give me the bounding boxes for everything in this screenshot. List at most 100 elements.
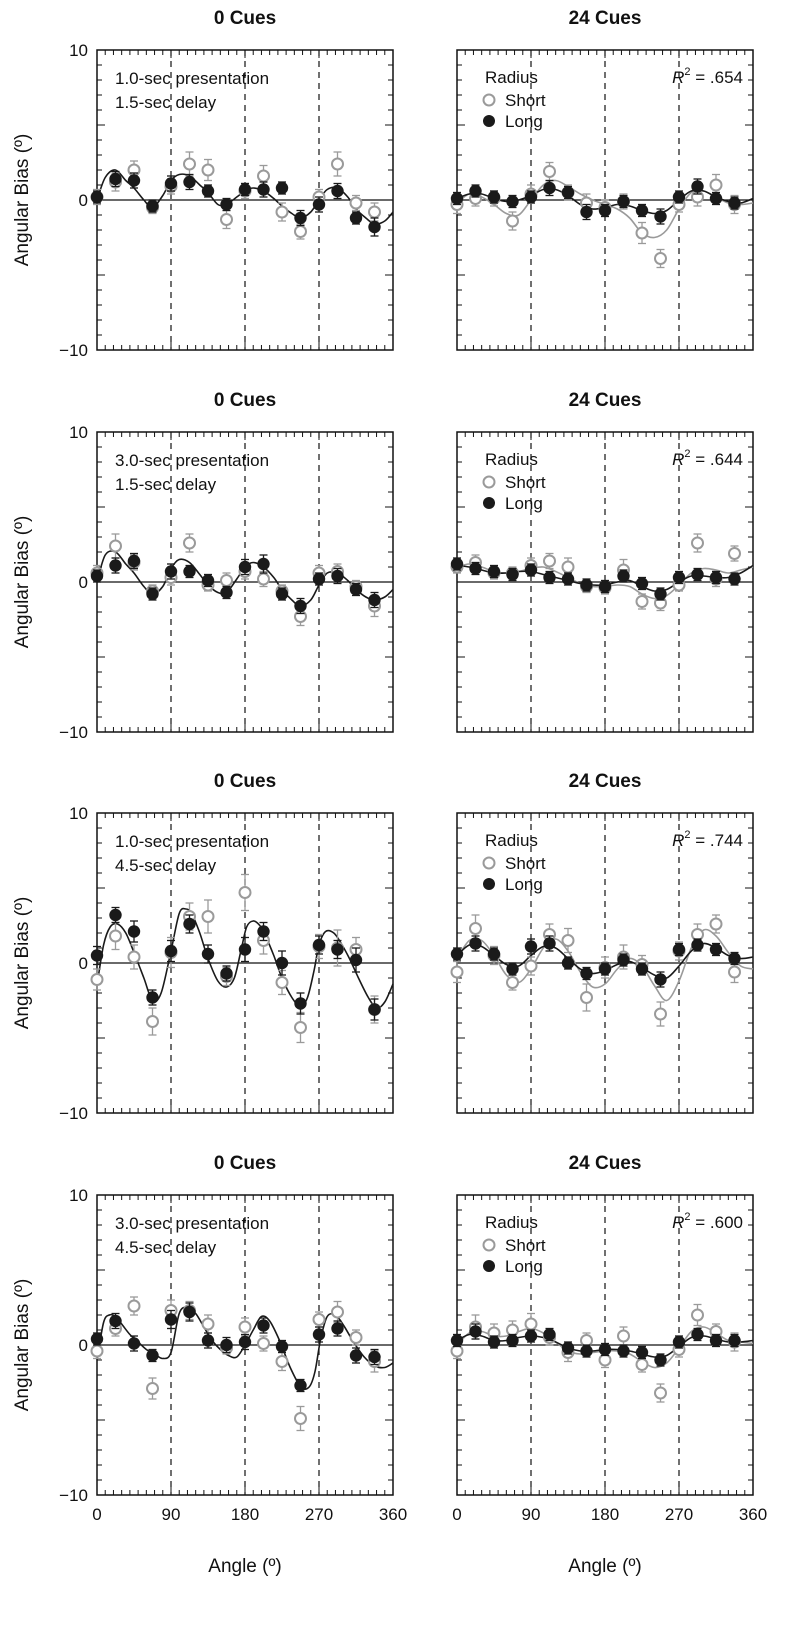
data-point-long <box>580 967 593 980</box>
data-point-short <box>201 910 215 923</box>
data-point-long <box>543 181 556 195</box>
data-point-long <box>109 1314 122 1328</box>
legend-label-long: Long <box>505 1257 543 1276</box>
data-point-short <box>127 1299 141 1313</box>
legend-label-long: Long <box>505 494 543 513</box>
data-point-short <box>469 922 482 935</box>
data-point-long <box>506 1334 519 1347</box>
chart-title: 24 Cues <box>569 390 642 411</box>
data-point-long <box>672 190 686 204</box>
data-point-long <box>654 973 667 986</box>
data-point-long <box>524 563 538 577</box>
chart-title: 24 Cues <box>569 1153 642 1174</box>
data-point-long <box>598 1343 612 1356</box>
y-tick-label: 10 <box>69 804 88 823</box>
data-point-short <box>220 574 233 587</box>
legend-title: Radius <box>485 831 538 850</box>
chart-panel-5: 0 Cues 10 0 −10 Angular Bias (º) 1.0-sec pres… <box>12 771 394 1123</box>
data-point-long <box>201 574 215 587</box>
data-point-long <box>368 220 381 234</box>
data-point-long <box>312 938 326 952</box>
chart-title: 0 Cues <box>214 8 276 29</box>
legend-label-long: Long <box>505 112 543 131</box>
data-point-long <box>469 184 482 198</box>
y-tick-label: 0 <box>79 191 88 210</box>
y-tick-label: −10 <box>59 341 88 360</box>
data-point-long <box>598 962 612 976</box>
data-point-long <box>691 938 704 952</box>
data-point-long <box>368 1003 381 1016</box>
y-axis-label: Angular Bias (º) <box>12 516 33 649</box>
data-point-long <box>728 952 741 965</box>
data-point-long <box>506 568 519 581</box>
data-point-long <box>617 569 630 583</box>
x-tick-label: 90 <box>522 1505 541 1524</box>
data-point-short <box>127 950 141 964</box>
chart-panel-1: 0 Cues 10 0 −10 Angular Bias (º) 1.0-sec pres… <box>12 8 394 360</box>
data-point-short <box>275 976 289 989</box>
chart-panel-8: 24 Cues 0 90 180 270 360 Angle (º) Radius Short L… <box>450 1153 767 1577</box>
r-squared-label: R2 = .644 <box>672 448 743 469</box>
data-point-long <box>524 940 538 953</box>
data-point-short <box>450 965 464 979</box>
data-point-long <box>201 1334 215 1347</box>
chart-title: 0 Cues <box>214 771 276 792</box>
data-point-long <box>469 1325 482 1338</box>
data-point-long <box>146 199 159 213</box>
chart-panel-4: 24 Cues Radius Short Long R2 = .644 <box>450 390 754 733</box>
fit-curve-long <box>96 907 394 1009</box>
r-squared-label: R2 = .744 <box>672 829 743 850</box>
data-point-short <box>275 205 289 219</box>
y-tick-label: −10 <box>59 1486 88 1505</box>
x-tick-label: 0 <box>92 1505 101 1524</box>
data-point-long <box>524 190 538 204</box>
data-point-short <box>257 169 270 183</box>
legend-title: Radius <box>485 1213 538 1232</box>
data-point-short <box>654 1386 667 1400</box>
data-point-long <box>275 587 289 601</box>
data-point-long <box>617 1344 630 1358</box>
data-point-long <box>90 190 104 204</box>
data-point-long <box>487 947 501 961</box>
x-tick-label: 180 <box>231 1505 259 1524</box>
data-point-long <box>561 1341 575 1355</box>
data-point-short <box>90 1344 104 1358</box>
x-tick-label: 0 <box>452 1505 461 1524</box>
data-point-long <box>543 571 556 584</box>
data-point-long <box>331 943 344 956</box>
chart-title: 0 Cues <box>214 390 276 411</box>
data-point-short <box>506 214 519 228</box>
data-point-long <box>220 1338 233 1352</box>
data-point-long <box>450 557 464 571</box>
condition-label: 4.5-sec delay <box>115 856 217 875</box>
data-point-long <box>487 565 501 578</box>
data-point-long <box>238 1335 252 1349</box>
data-point-long <box>654 587 667 601</box>
condition-label: 1.0-sec presentation <box>115 69 269 88</box>
chart-panel-6: 24 Cues Radius Short Long R2 = .744 <box>450 771 754 1114</box>
data-point-long <box>672 1335 686 1349</box>
data-point-long <box>331 569 344 583</box>
y-axis-label: Angular Bias (º) <box>12 897 33 1030</box>
legend-marker-short <box>482 475 496 489</box>
y-tick-label: 10 <box>69 1186 88 1205</box>
data-point-long <box>183 917 196 931</box>
legend-marker-long <box>483 115 495 127</box>
data-point-long <box>728 572 741 586</box>
chart-title: 24 Cues <box>569 771 642 792</box>
data-point-long <box>349 211 363 225</box>
x-axis-label: Angle (º) <box>208 1556 281 1577</box>
data-point-long <box>294 599 307 613</box>
data-point-short <box>691 536 704 550</box>
y-tick-label: −10 <box>59 1104 88 1123</box>
data-point-short <box>580 991 593 1004</box>
data-point-short <box>561 934 575 947</box>
data-point-long <box>201 184 215 198</box>
data-point-long <box>220 967 233 980</box>
data-point-long <box>580 1344 593 1358</box>
legend-label-short: Short <box>505 91 546 110</box>
data-point-short <box>183 536 196 550</box>
data-point-long <box>728 196 741 210</box>
data-point-short <box>183 157 196 171</box>
